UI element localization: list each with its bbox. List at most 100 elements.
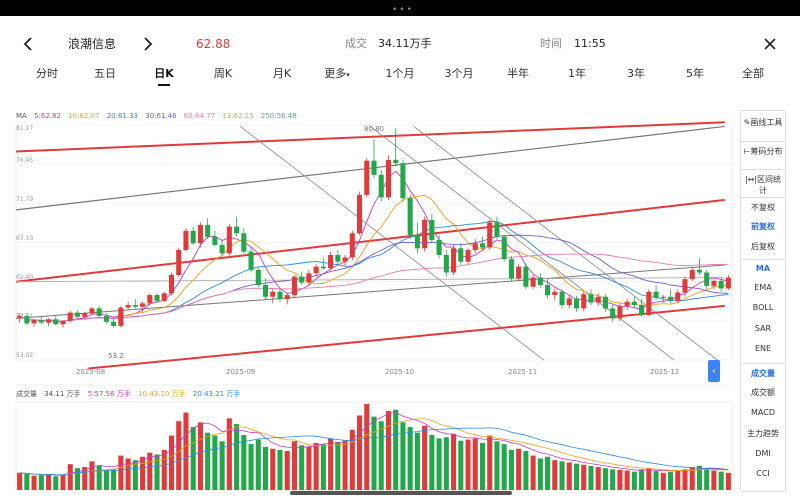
ema-option[interactable]: EMA	[754, 283, 772, 292]
volume-bar	[284, 451, 290, 490]
ma5-value: 5:62.82	[34, 112, 61, 120]
volume-bar	[234, 424, 240, 490]
y-label: 71.79	[16, 196, 34, 203]
candle-body	[472, 243, 478, 250]
candle-body	[125, 305, 131, 308]
prev-stock-button[interactable]	[16, 28, 40, 60]
ma30-value: 30:61.46	[145, 112, 177, 120]
trend-line	[88, 304, 725, 370]
header: 浪潮信息 62.88 成交 34.11万手 时间 11:55	[0, 28, 800, 60]
candle-body	[429, 219, 435, 240]
vol-value: 34.11 万手	[44, 390, 81, 398]
candle-body	[602, 296, 608, 309]
macd-option[interactable]: MACD	[751, 408, 775, 417]
candle-body	[111, 321, 117, 326]
volume-bar	[414, 432, 420, 490]
volume-bar	[696, 465, 702, 490]
candle-body	[270, 291, 276, 297]
vol-ma5-line	[19, 412, 729, 476]
close-button[interactable]	[758, 28, 782, 60]
candle-body	[581, 294, 587, 309]
tab-3-year[interactable]: 3年	[627, 67, 645, 80]
candle-body	[38, 320, 44, 323]
candle-body	[545, 285, 551, 296]
volume-bar	[168, 435, 175, 490]
volume-option[interactable]: 成交量	[741, 363, 785, 379]
volume-bar	[38, 475, 44, 490]
tab-1-year[interactable]: 1年	[568, 67, 586, 80]
volume-bar	[530, 455, 536, 490]
volume-bar	[219, 441, 225, 490]
candle-body	[306, 273, 312, 283]
ene-option[interactable]: ENE	[754, 344, 772, 353]
volume-bar	[291, 441, 297, 490]
candle-body	[667, 296, 674, 301]
post-adjust-option[interactable]: 后复权	[751, 242, 775, 251]
candle-body	[451, 248, 457, 273]
tab-1-month[interactable]: 1个月	[385, 67, 415, 80]
candle-body	[378, 174, 384, 198]
cci-option[interactable]: CCI	[756, 469, 770, 478]
ma-option[interactable]: MA	[741, 259, 785, 273]
candle-body	[328, 254, 334, 269]
tab-minute[interactable]: 分时	[36, 67, 58, 80]
volume-bar	[125, 458, 131, 490]
chevron-right-icon	[144, 37, 153, 51]
volume-bar	[422, 425, 428, 490]
range-stats-button[interactable]: |↔|区间统计	[741, 169, 785, 196]
ma60-value: 60:64.77	[183, 112, 216, 120]
sar-option[interactable]: SAR	[754, 324, 772, 333]
volume-bar	[147, 452, 153, 490]
tab-5-year[interactable]: 5年	[686, 67, 704, 80]
tab-all[interactable]: 全部	[742, 67, 764, 80]
volume-bar	[465, 439, 471, 490]
candle-body	[610, 308, 616, 319]
tab-monthly-k[interactable]: 月K	[272, 67, 292, 80]
candle-body	[660, 296, 666, 298]
status-bar: •••	[0, 0, 800, 16]
chevron-left-icon: ‹	[712, 365, 716, 377]
tab-weekly-k[interactable]: 周K	[213, 67, 233, 80]
volume-bar	[176, 421, 182, 490]
kline-chart[interactable]	[0, 0, 740, 492]
ma5-line	[19, 170, 729, 323]
candle-body	[299, 276, 305, 283]
candle-body	[588, 294, 594, 303]
amount-option[interactable]: 成交额	[751, 388, 775, 397]
candle-body	[132, 305, 138, 307]
vol10-value: 10:43.10 万手	[138, 390, 186, 398]
boll-option[interactable]: BOLL	[752, 303, 774, 312]
chip-distribution-button[interactable]: ⊢筹码分布	[741, 141, 785, 157]
range-icon: |↔|	[744, 175, 758, 184]
volume-bar	[140, 456, 146, 490]
tab-five-day[interactable]: 五日	[94, 67, 116, 80]
tab-more[interactable]: 更多▾	[312, 60, 362, 89]
volume-bar	[154, 454, 160, 490]
volume-bar	[371, 416, 377, 490]
volume-bar	[46, 474, 52, 490]
candle-body	[140, 303, 146, 307]
volume-bar	[393, 409, 399, 490]
volume-bar	[552, 460, 558, 490]
tab-3-month[interactable]: 3个月	[444, 67, 474, 80]
candle-body	[24, 315, 30, 324]
volume-bar	[277, 449, 283, 490]
volume-bar	[458, 440, 464, 490]
candle-body	[407, 198, 413, 235]
tab-half-year[interactable]: 半年	[507, 67, 529, 80]
volume-bar	[516, 448, 522, 490]
candle-body	[335, 254, 341, 262]
candle-body	[508, 259, 514, 279]
candle-body	[465, 249, 471, 262]
volume-bar	[226, 418, 232, 490]
collapse-panel-button[interactable]: ‹	[708, 360, 720, 382]
volume-bar	[631, 471, 637, 490]
pre-adjust-option[interactable]: 前复权	[751, 222, 775, 231]
next-stock-button[interactable]	[136, 28, 160, 60]
volume-bar	[660, 472, 666, 490]
draw-tool-button[interactable]: ✎画线工具	[741, 117, 785, 128]
dmi-option[interactable]: DMI	[755, 449, 771, 458]
no-adjust-option[interactable]: 不复权	[741, 197, 785, 213]
main-trend-option[interactable]: 主力趋势	[747, 429, 779, 438]
tab-daily-k[interactable]: 日K	[139, 60, 189, 88]
